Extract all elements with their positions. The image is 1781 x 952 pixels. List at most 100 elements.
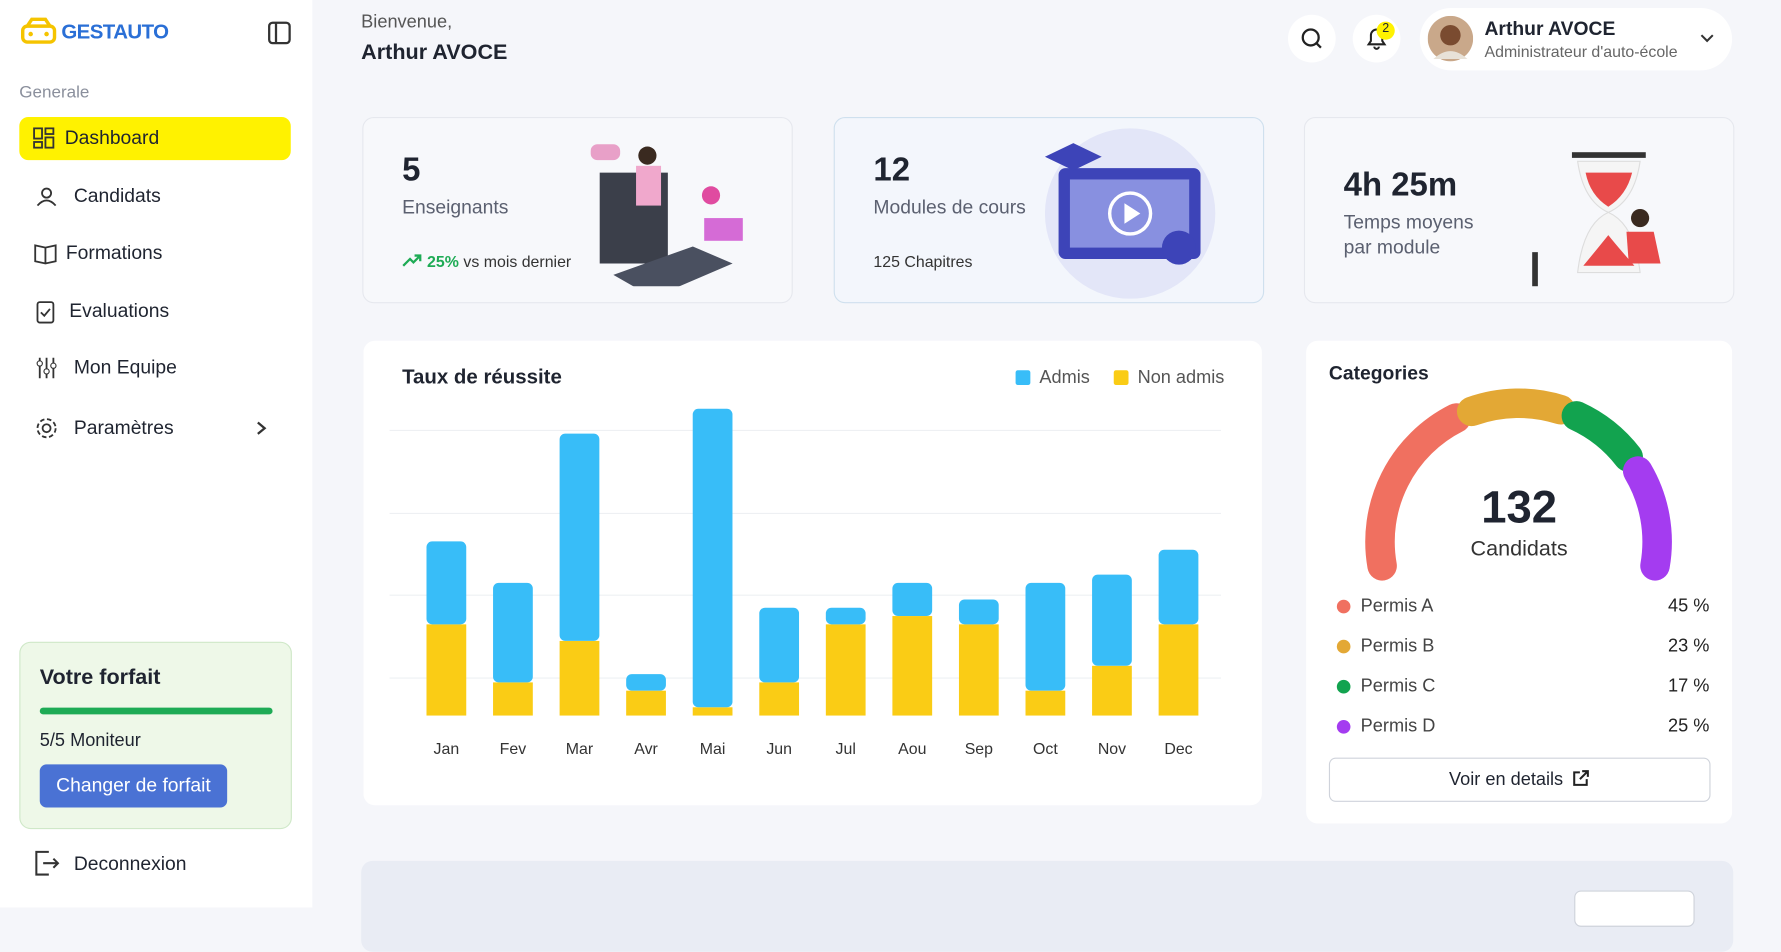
chart-card [363,340,1262,806]
menu-label: Candidats [73,185,161,207]
x-tick-label: Mar [566,741,594,758]
category-name: Permis A [1361,595,1435,615]
plan-button[interactable]: Changer de forfait [39,764,228,808]
stat-trend-note: vs mois dernier [463,252,572,271]
category-value: 25 % [1668,716,1709,736]
x-tick-label: Sep [965,741,993,758]
category-name: Permis D [1361,716,1436,736]
bar [825,624,866,716]
gauge-segment [1561,401,1643,472]
categories-card: Categories 132 Candidats Voir en details [1306,340,1733,824]
bar [426,541,467,625]
bar [892,616,933,716]
gauge: Permis A 45 % Permis B 23 % Permis C 17 % Perm… [1336,388,1709,736]
bar [493,582,533,683]
bar [692,707,733,716]
details-button[interactable]: Voir en details [1328,757,1711,802]
user-greeting-name: Arthur AVOCE [361,40,508,65]
gauge-segment [1622,456,1672,581]
menu-item[interactable]: Candidats [19,175,290,218]
categories-title: Categories [1328,362,1429,384]
legend-dot [1336,599,1351,614]
notification-button[interactable] [1352,14,1402,64]
legend-dot [1336,679,1351,694]
gauge-segment [1456,388,1576,427]
section-label: Generale [19,82,90,103]
greeting: Bienvenue, [361,12,453,32]
category-value: 45 % [1668,595,1709,615]
bar [1158,624,1199,716]
x-tick-label: Jun [766,741,792,758]
stat-card: 12 Modules de cours 125 Chapitres [833,116,1265,304]
gauge-segment [1365,403,1471,581]
stat-note: 125 Chapitres [873,252,973,271]
illustration [590,144,743,287]
bar [1092,574,1132,666]
x-tick-label: Avr [634,741,658,758]
category-value: 23 % [1668,635,1709,655]
stat-card: 5 Enseignants 25% vs mois dernier [362,116,793,304]
bar [626,674,666,691]
x-tick-label: Aou [898,741,926,758]
bar [759,682,800,716]
search-button[interactable] [1287,14,1337,64]
chart: Taux de réussite Non admis Admis Jan Fev Mar… [389,366,1225,758]
recent-panel [361,860,1734,952]
menu-item[interactable]: Paramètres [19,407,290,450]
logo-icon [21,17,57,44]
legend-label: Non admis [1138,367,1225,387]
category-name: Permis B [1361,635,1435,655]
menu-item[interactable]: Mon Equipe [19,346,290,389]
bar [1158,549,1199,625]
button-label: Voir en details [1448,770,1564,790]
x-tick-label: Jul [836,741,856,758]
plan-title: Votre forfait [39,665,161,690]
x-tick-label: Dec [1164,741,1192,758]
user-menu[interactable]: Arthur AVOCE Administrateur d'auto-école [1419,7,1733,71]
bar [1025,690,1066,716]
illustration [1532,152,1661,287]
menu-label: Mon Equipe [73,356,177,379]
x-tick-label: Nov [1098,741,1126,758]
stat-card: 4h 25m Temps moyens par module [1303,116,1735,304]
plan-progress [39,707,273,715]
bar [958,624,999,716]
category-value: 17 % [1668,676,1709,696]
collapse-button[interactable] [267,20,292,45]
bar [559,433,600,641]
bar [892,582,933,617]
page: GESTAUTO Generale Dashboard Candidats Fo… [0,0,1735,952]
user-role: Administrateur d'auto-école [1484,42,1678,61]
menu-item[interactable]: Formations [19,232,290,275]
stat-value: 4h 25m [1343,166,1458,204]
bar [1092,665,1132,716]
legend-dot [1336,719,1351,734]
total: 132 [1481,482,1558,533]
chart-title: Taux de réussite [402,366,562,389]
panel-button[interactable] [1574,890,1695,927]
brand: GESTAUTO [61,20,169,44]
legend-swatch [1015,370,1031,386]
bar [759,607,800,683]
sidebar: GESTAUTO Generale Dashboard Candidats Fo… [0,0,313,908]
x-tick-label: Mai [700,741,726,758]
bar [626,690,666,716]
logout-icon[interactable] [33,850,60,877]
category-name: Permis C [1361,676,1436,696]
legend-dot [1336,639,1351,654]
bar [692,408,733,708]
menu-item[interactable]: Dashboard [19,116,291,161]
app: GESTAUTO Generale Dashboard Candidats Fo… [0,0,1735,952]
logout[interactable]: Deconnexion [73,852,187,875]
x-tick-label: Fev [500,741,527,758]
bar [1025,582,1066,691]
user-name: Arthur AVOCE [1484,18,1616,40]
bar [559,640,600,716]
bar [825,607,866,625]
bar [493,682,533,716]
menu-label: Formations [65,241,163,264]
menu-item[interactable]: Evaluations [19,290,290,333]
stat-label: Modules de cours [873,196,1026,219]
stat-value: 5 [402,152,421,189]
illustration [1044,128,1216,299]
